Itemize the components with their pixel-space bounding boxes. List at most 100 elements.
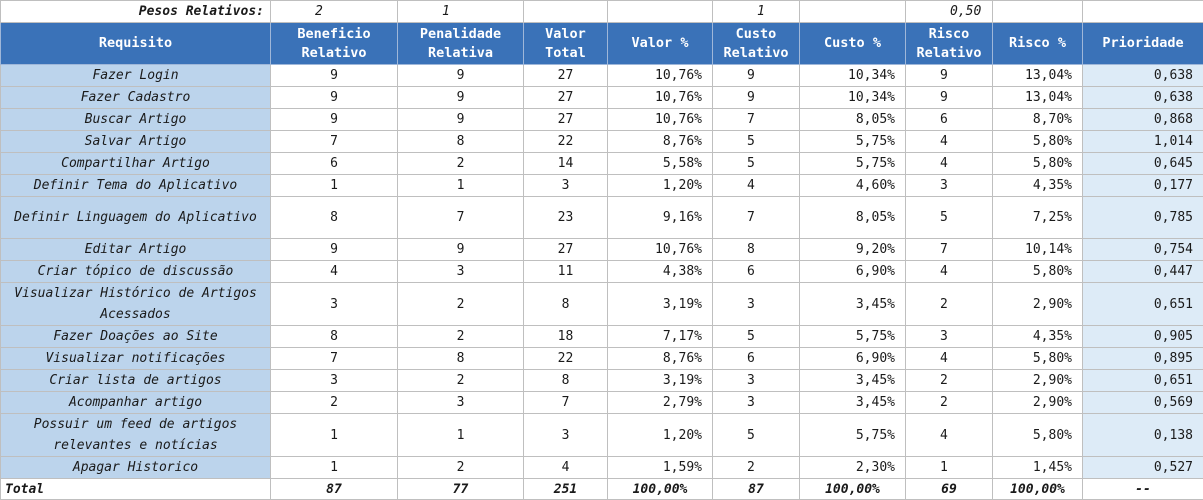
custo-cell[interactable]: 5: [713, 153, 800, 175]
total-custo-pct-cell[interactable]: 100,00%: [800, 479, 906, 500]
custo-cell[interactable]: 6: [713, 348, 800, 370]
custo-pct-cell[interactable]: 10,34%: [800, 87, 906, 109]
total-custo-cell[interactable]: 87: [713, 479, 800, 500]
penalidade-cell[interactable]: 9: [398, 65, 524, 87]
custo-cell[interactable]: 8: [713, 239, 800, 261]
prioridade-cell[interactable]: 0,638: [1083, 87, 1203, 109]
header-custo[interactable]: Custo Relativo: [713, 23, 800, 65]
valor-total-cell[interactable]: 7: [524, 392, 608, 414]
valor-total-cell[interactable]: 11: [524, 261, 608, 283]
total-valor-total-cell[interactable]: 251: [524, 479, 608, 500]
valor-total-cell[interactable]: 27: [524, 239, 608, 261]
beneficio-cell[interactable]: 4: [271, 261, 398, 283]
custo-pct-cell[interactable]: 5,75%: [800, 326, 906, 348]
penalidade-cell[interactable]: 3: [398, 392, 524, 414]
requisito-cell[interactable]: Definir Linguagem do Aplicativo: [1, 197, 271, 239]
beneficio-cell[interactable]: 3: [271, 370, 398, 392]
custo-pct-cell[interactable]: 6,90%: [800, 261, 906, 283]
custo-pct-cell[interactable]: 4,60%: [800, 175, 906, 197]
requisito-cell[interactable]: Visualizar notificações: [1, 348, 271, 370]
prioridade-cell[interactable]: 0,905: [1083, 326, 1203, 348]
penalidade-cell[interactable]: 8: [398, 131, 524, 153]
custo-pct-cell[interactable]: 3,45%: [800, 392, 906, 414]
requisito-cell[interactable]: Criar tópico de discussão: [1, 261, 271, 283]
risco-cell[interactable]: 2: [906, 283, 993, 326]
custo-pct-cell[interactable]: 2,30%: [800, 457, 906, 479]
custo-pct-cell[interactable]: 5,75%: [800, 153, 906, 175]
custo-cell[interactable]: 7: [713, 197, 800, 239]
risco-pct-cell[interactable]: 4,35%: [993, 326, 1083, 348]
valor-pct-cell[interactable]: 1,20%: [608, 175, 713, 197]
valor-total-cell[interactable]: 27: [524, 87, 608, 109]
valor-pct-cell[interactable]: 10,76%: [608, 239, 713, 261]
valor-pct-cell[interactable]: 1,20%: [608, 414, 713, 457]
total-risco-cell[interactable]: 69: [906, 479, 993, 500]
prioridade-cell[interactable]: 0,895: [1083, 348, 1203, 370]
prioridade-cell[interactable]: 0,447: [1083, 261, 1203, 283]
custo-cell[interactable]: 5: [713, 326, 800, 348]
risco-cell[interactable]: 5: [906, 197, 993, 239]
valor-pct-cell[interactable]: 9,16%: [608, 197, 713, 239]
custo-pct-cell[interactable]: 5,75%: [800, 414, 906, 457]
requisito-cell[interactable]: Fazer Login: [1, 65, 271, 87]
beneficio-cell[interactable]: 8: [271, 326, 398, 348]
valor-pct-cell[interactable]: 2,79%: [608, 392, 713, 414]
valor-total-cell[interactable]: 22: [524, 348, 608, 370]
custo-pct-cell[interactable]: 10,34%: [800, 65, 906, 87]
custo-cell[interactable]: 9: [713, 65, 800, 87]
weight-custo[interactable]: 1: [713, 1, 800, 23]
risco-pct-cell[interactable]: 5,80%: [993, 261, 1083, 283]
risco-pct-cell[interactable]: 5,80%: [993, 131, 1083, 153]
prioridade-cell[interactable]: 0,638: [1083, 65, 1203, 87]
total-beneficio-cell[interactable]: 87: [271, 479, 398, 500]
valor-total-cell[interactable]: 4: [524, 457, 608, 479]
risco-pct-cell[interactable]: 13,04%: [993, 87, 1083, 109]
requisito-cell[interactable]: Fazer Cadastro: [1, 87, 271, 109]
penalidade-cell[interactable]: 2: [398, 153, 524, 175]
risco-cell[interactable]: 4: [906, 261, 993, 283]
valor-pct-cell[interactable]: 8,76%: [608, 131, 713, 153]
penalidade-cell[interactable]: 9: [398, 87, 524, 109]
requisito-cell[interactable]: Editar Artigo: [1, 239, 271, 261]
risco-cell[interactable]: 3: [906, 175, 993, 197]
requisito-cell[interactable]: Salvar Artigo: [1, 131, 271, 153]
valor-pct-cell[interactable]: 1,59%: [608, 457, 713, 479]
risco-pct-cell[interactable]: 7,25%: [993, 197, 1083, 239]
beneficio-cell[interactable]: 8: [271, 197, 398, 239]
penalidade-cell[interactable]: 8: [398, 348, 524, 370]
valor-total-cell[interactable]: 18: [524, 326, 608, 348]
custo-pct-cell[interactable]: 9,20%: [800, 239, 906, 261]
total-label[interactable]: Total: [1, 479, 271, 500]
risco-cell[interactable]: 1: [906, 457, 993, 479]
custo-pct-cell[interactable]: 6,90%: [800, 348, 906, 370]
risco-pct-cell[interactable]: 13,04%: [993, 65, 1083, 87]
requisito-cell[interactable]: Possuir um feed de artigos relevantes e …: [1, 414, 271, 457]
penalidade-cell[interactable]: 9: [398, 239, 524, 261]
requisito-cell[interactable]: Buscar Artigo: [1, 109, 271, 131]
penalidade-cell[interactable]: 1: [398, 414, 524, 457]
risco-cell[interactable]: 6: [906, 109, 993, 131]
custo-cell[interactable]: 3: [713, 392, 800, 414]
valor-total-cell[interactable]: 27: [524, 65, 608, 87]
risco-pct-cell[interactable]: 5,80%: [993, 348, 1083, 370]
prioridade-cell[interactable]: 0,177: [1083, 175, 1203, 197]
custo-pct-cell[interactable]: 8,05%: [800, 109, 906, 131]
risco-pct-cell[interactable]: 1,45%: [993, 457, 1083, 479]
risco-pct-cell[interactable]: 8,70%: [993, 109, 1083, 131]
risco-cell[interactable]: 7: [906, 239, 993, 261]
penalidade-cell[interactable]: 9: [398, 109, 524, 131]
header-valor-pct[interactable]: Valor %: [608, 23, 713, 65]
empty-cell[interactable]: [993, 1, 1083, 23]
penalidade-cell[interactable]: 3: [398, 261, 524, 283]
prioridade-cell[interactable]: 1,014: [1083, 131, 1203, 153]
custo-pct-cell[interactable]: 3,45%: [800, 283, 906, 326]
risco-cell[interactable]: 9: [906, 87, 993, 109]
beneficio-cell[interactable]: 6: [271, 153, 398, 175]
valor-pct-cell[interactable]: 7,17%: [608, 326, 713, 348]
risco-pct-cell[interactable]: 4,35%: [993, 175, 1083, 197]
risco-cell[interactable]: 4: [906, 414, 993, 457]
beneficio-cell[interactable]: 9: [271, 65, 398, 87]
empty-cell[interactable]: [800, 1, 906, 23]
weight-risco[interactable]: 0,50: [906, 1, 993, 23]
risco-pct-cell[interactable]: 2,90%: [993, 370, 1083, 392]
